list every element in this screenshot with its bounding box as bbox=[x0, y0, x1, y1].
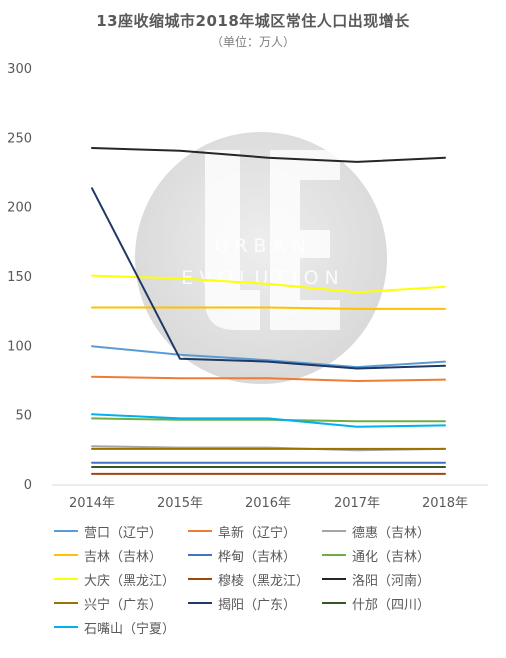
legend-item: 揭阳（广东） bbox=[188, 594, 322, 613]
watermark-logo: URBAN EVOLUTION bbox=[135, 132, 387, 384]
series-line bbox=[91, 274, 446, 294]
legend-swatch bbox=[54, 602, 78, 604]
watermark-text-line2: EVOLUTION bbox=[181, 267, 345, 289]
series-line bbox=[91, 187, 446, 370]
x-tick-label: 2014年 bbox=[69, 496, 115, 511]
y-tick-label: 50 bbox=[15, 409, 32, 424]
legend-swatch bbox=[322, 578, 346, 580]
chart-axes: 0 50 100 150 200 250 300 2014年 2015年 2016年 2017年 20… bbox=[7, 62, 488, 511]
legend-label: 营口（辽宁） bbox=[84, 525, 163, 541]
chart-legend: 营口（辽宁） 阜新（辽宁） 德惠（吉林） 吉林（吉林） 桦甸（吉林） 通化（吉林） 大庆（黑… bbox=[54, 522, 494, 637]
legend-item: 吉林（吉林） bbox=[54, 546, 188, 565]
y-tick-label: 300 bbox=[7, 62, 32, 77]
legend-label: 揭阳（广东） bbox=[218, 597, 297, 613]
y-tick-label: 250 bbox=[7, 131, 32, 146]
legend-label: 穆棱（黑龙江） bbox=[218, 573, 310, 589]
legend-item: 通化（吉林） bbox=[322, 546, 456, 565]
chart-title: 13座收缩城市2018年城区常住人口出现增长 bbox=[96, 12, 410, 30]
legend-label: 德惠（吉林） bbox=[352, 525, 431, 541]
chart-series-layer bbox=[91, 147, 446, 475]
series-line bbox=[91, 375, 446, 382]
legend-label: 大庆（黑龙江） bbox=[84, 573, 176, 589]
y-tick-label: 100 bbox=[7, 339, 32, 354]
legend-label: 通化（吉林） bbox=[352, 549, 431, 565]
legend-label: 兴宁（广东） bbox=[84, 597, 163, 613]
legend-swatch bbox=[54, 554, 78, 556]
legend-label: 石嘴山（宁夏） bbox=[84, 621, 176, 637]
legend-label: 阜新（辽宁） bbox=[218, 525, 297, 541]
legend-swatch bbox=[188, 530, 212, 532]
legend-swatch bbox=[188, 602, 212, 604]
x-tick-label: 2015年 bbox=[157, 496, 203, 511]
legend-item: 石嘴山（宁夏） bbox=[54, 618, 188, 637]
legend-label: 什邡（四川） bbox=[352, 597, 431, 613]
legend-item: 兴宁（广东） bbox=[54, 594, 188, 613]
series-line bbox=[91, 345, 446, 369]
legend-swatch bbox=[54, 626, 78, 628]
legend-swatch bbox=[322, 530, 346, 532]
legend-item: 阜新（辽宁） bbox=[188, 522, 322, 541]
legend-item: 大庆（黑龙江） bbox=[54, 570, 188, 589]
legend-item: 穆棱（黑龙江） bbox=[188, 570, 322, 589]
legend-label: 桦甸（吉林） bbox=[218, 549, 297, 565]
legend-swatch bbox=[322, 602, 346, 604]
legend-item: 什邡（四川） bbox=[322, 594, 456, 613]
legend-swatch bbox=[54, 530, 78, 532]
x-tick-label: 2016年 bbox=[245, 496, 291, 511]
legend-item: 德惠（吉林） bbox=[322, 522, 456, 541]
legend-item: 桦甸（吉林） bbox=[188, 546, 322, 565]
series-line bbox=[91, 147, 446, 163]
watermark-text: URBAN bbox=[214, 235, 311, 257]
legend-swatch bbox=[188, 554, 212, 556]
series-line bbox=[91, 306, 446, 310]
legend-swatch bbox=[54, 578, 78, 580]
watermark-u-shape bbox=[205, 150, 260, 330]
y-tick-label: 0 bbox=[24, 478, 32, 493]
series-line bbox=[91, 413, 446, 428]
legend-item: 营口（辽宁） bbox=[54, 522, 188, 541]
legend-swatch bbox=[322, 554, 346, 556]
legend-swatch bbox=[188, 578, 212, 580]
series-line bbox=[91, 417, 446, 423]
chart-subtitle: （单位：万人） bbox=[210, 35, 295, 49]
y-tick-label: 200 bbox=[7, 201, 32, 216]
legend-item: 洛阳（河南） bbox=[322, 570, 456, 589]
x-tick-label: 2018年 bbox=[422, 496, 468, 511]
legend-label: 吉林（吉林） bbox=[84, 549, 163, 565]
y-tick-label: 150 bbox=[7, 270, 32, 285]
x-tick-label: 2017年 bbox=[334, 496, 380, 511]
legend-label: 洛阳（河南） bbox=[352, 573, 431, 589]
